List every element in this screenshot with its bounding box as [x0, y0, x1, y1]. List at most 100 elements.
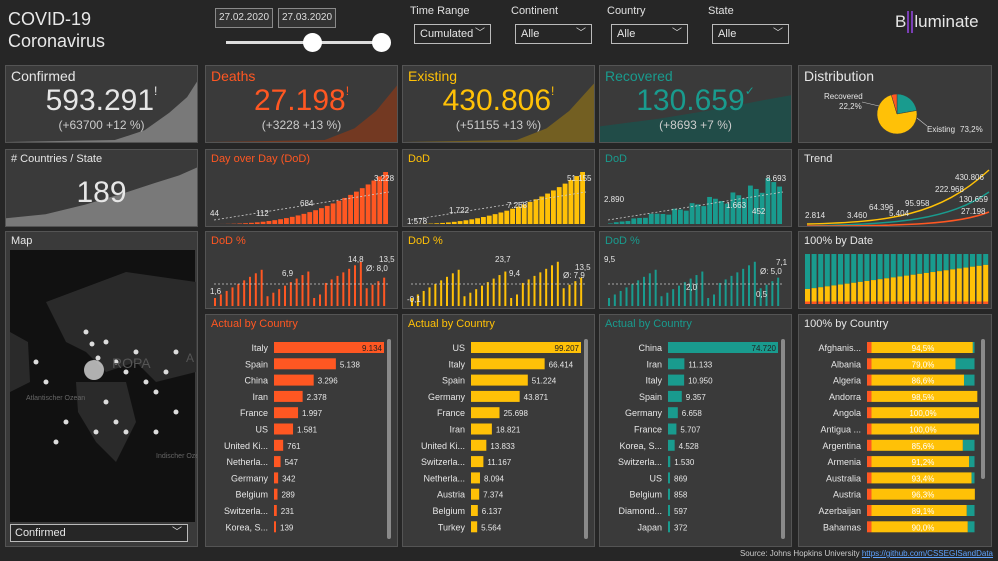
distribution-tile[interactable]: Distribution Recovered 22,2% Existing 73… [798, 65, 992, 143]
chevron-down-icon: ﹀ [576, 28, 586, 39]
bar [260, 269, 263, 306]
dod-deaths-tile[interactable]: Day over Day (DoD) 44 112 684 3.228 [205, 149, 398, 227]
dod-existing-tile[interactable]: DoD 1.578 1.722 7.268 51.155 [402, 149, 595, 227]
kpi-title: Confirmed [11, 68, 76, 84]
map-measure-select[interactable]: Confirmed ﹀ [10, 524, 188, 542]
date-to-field[interactable]: 27.03.2020 [278, 8, 336, 28]
case-marker [173, 409, 179, 415]
bar [475, 289, 478, 306]
tile-title: Actual by Country [211, 318, 298, 330]
bar [486, 282, 489, 306]
trend-line-recovered [806, 191, 990, 226]
bar-recovered [966, 505, 975, 516]
bar [683, 210, 689, 224]
actual-existing-tile[interactable]: Actual by Country US 99.207 Italy 66.414 Spa… [402, 314, 595, 547]
data-label: 5.404 [889, 209, 910, 218]
kpi-confirmed[interactable]: Confirmed 593.291! (+63700 +12 %) [5, 65, 198, 143]
bar [668, 472, 670, 484]
bar [504, 210, 510, 224]
bar [440, 222, 445, 224]
scrollbar[interactable] [387, 339, 391, 539]
case-marker [153, 429, 159, 435]
world-map[interactable]: ROPA Atlantischer Ozean Indischer Ozean A [6, 232, 198, 547]
bar [516, 206, 521, 224]
bar-existing [897, 276, 903, 302]
value-label: 8.094 [484, 474, 505, 483]
bar [765, 284, 768, 306]
source-note: Source: Johns Hopkins University https:/… [740, 549, 993, 558]
bar [533, 275, 536, 306]
source-link[interactable]: https://github.com/CSSEGISandData [861, 549, 993, 558]
pct-by-date-tile[interactable]: 100% by Date [798, 231, 992, 309]
bar-recovered [917, 254, 923, 274]
state-select[interactable]: Alle ﹀ [712, 24, 789, 44]
bar [724, 279, 727, 306]
bar [348, 268, 351, 306]
bar-recovered [963, 254, 969, 268]
scrollbar[interactable] [981, 339, 985, 479]
dodpct-recovered-tile[interactable]: DoD % 9,5 2,0 Ø: 5,0 7,1 0,5 [599, 231, 792, 309]
bar [648, 273, 651, 306]
alert-icon: ! [551, 84, 555, 98]
actual-recovered-tile[interactable]: Actual by Country China 74.720 Iran 11.133 I… [599, 314, 792, 547]
kpi-title: Recovered [605, 68, 673, 84]
bar [551, 190, 556, 224]
dodpct-deaths-tile[interactable]: DoD % 1,6 6,9 14,8 Ø: 8,0 13,5 [205, 231, 398, 309]
scrollbar[interactable] [584, 339, 588, 539]
countries-tile[interactable]: # Countries / State 189 [5, 149, 198, 227]
data-label: 7.268 [507, 201, 528, 210]
country-select[interactable]: Alle ﹀ [611, 24, 688, 44]
bar [330, 279, 333, 306]
trend-tile[interactable]: Trend 2.814 3.460 5.404 64.396 95.958 222.968… [798, 149, 992, 227]
data-label: 27.198 [961, 207, 986, 216]
bar-recovered [897, 254, 903, 277]
bar [707, 196, 712, 224]
bar-deaths [930, 301, 936, 304]
date-slider-end-handle[interactable] [372, 33, 391, 52]
bar [668, 374, 685, 386]
bar [753, 188, 759, 224]
bar [527, 201, 533, 224]
bar-deaths [917, 301, 923, 304]
dodpct-existing-chart: -0,1 23,7 9,4 Ø: 7,913,5 [407, 255, 591, 306]
value-label: 66.414 [549, 360, 574, 369]
scrollbar[interactable] [781, 339, 785, 539]
data-label: 684 [300, 199, 314, 208]
bar-recovered [805, 254, 810, 289]
bar [516, 294, 518, 306]
bar [225, 290, 228, 306]
actual-deaths-tile[interactable]: Actual by Country Italy 9.134 Spain 5.138 Ch… [205, 314, 398, 547]
bar [319, 294, 321, 306]
bar-existing [871, 488, 975, 500]
case-marker [43, 379, 49, 385]
kpi-recovered[interactable]: Recovered 130.659✓ (+8693 +7 %) [599, 65, 792, 143]
dod-recovered-tile[interactable]: DoD 2.890 1.663 452 8.693 [599, 149, 792, 227]
kpi-deaths[interactable]: Deaths 27.198! (+3228 +13 %) [205, 65, 398, 143]
filter-label-country: Country [607, 5, 646, 17]
tile-title: Actual by Country [605, 318, 692, 330]
bar-deaths [871, 301, 876, 304]
bar-recovered [884, 254, 890, 279]
value-label: 11.133 [688, 360, 712, 369]
bar-deaths [877, 301, 883, 304]
bar [510, 208, 515, 224]
bar-recovered [930, 254, 936, 273]
bar [284, 218, 289, 224]
bar [471, 358, 545, 370]
dodpct-existing-tile[interactable]: DoD % -0,1 23,7 9,4 Ø: 7,9 13,5 [402, 231, 595, 309]
bar [654, 213, 660, 224]
bar [471, 472, 480, 484]
pct-by-country-chart: Afghanis... 94,5% Albania 79,0% Algeria 86,6%… [818, 342, 979, 533]
continent-select[interactable]: Alle ﹀ [515, 24, 592, 44]
bar-deaths [867, 423, 872, 435]
date-slider-start-handle[interactable] [303, 33, 322, 52]
kpi-existing[interactable]: Existing 430.806! (+51155 +13 %) [402, 65, 595, 143]
time-range-select[interactable]: Cumulated ﹀ [414, 24, 491, 44]
map-tile[interactable]: Map ROPA Atlantischer Ozean Indischer Oze a… [5, 231, 198, 547]
bar-recovered [956, 254, 962, 269]
bar-existing [831, 285, 837, 302]
date-from-field[interactable]: 27.02.2020 [215, 8, 273, 28]
bar [359, 261, 362, 306]
pct-by-country-tile[interactable]: 100% by Country Afghanis... 94,5% Albania 7… [798, 314, 992, 547]
